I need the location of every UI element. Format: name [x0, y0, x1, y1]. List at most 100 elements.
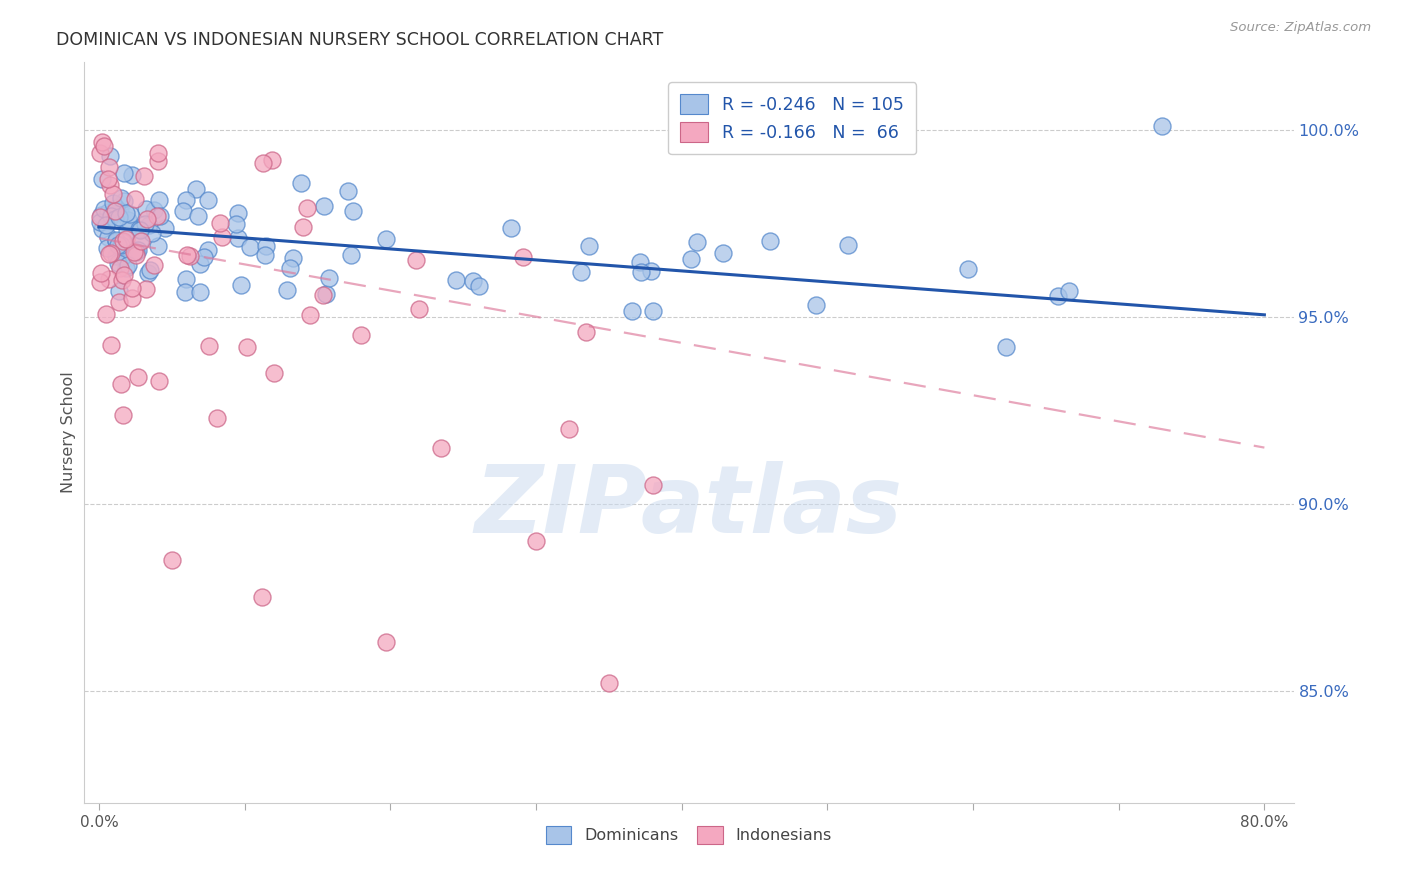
Point	[254, 248, 277, 262]
Point	[91, 136, 114, 150]
Point	[339, 248, 361, 262]
Point	[105, 249, 128, 263]
Point	[148, 239, 170, 253]
Point	[98, 247, 121, 261]
Point	[93, 202, 115, 217]
Point	[138, 218, 160, 232]
Point	[239, 240, 262, 254]
Point	[621, 303, 644, 318]
Point	[107, 255, 129, 269]
Point	[640, 264, 662, 278]
Point	[759, 235, 782, 249]
Point	[127, 243, 149, 257]
Text: ZIPatlas: ZIPatlas	[475, 460, 903, 553]
Point	[1057, 285, 1080, 299]
Text: Source: ZipAtlas.com: Source: ZipAtlas.com	[1230, 21, 1371, 34]
Point	[641, 478, 664, 492]
Point	[254, 238, 277, 252]
Point	[499, 220, 522, 235]
Point	[461, 274, 484, 288]
Point	[112, 408, 135, 422]
Point	[468, 278, 491, 293]
Point	[121, 168, 143, 182]
Point	[197, 243, 219, 257]
Point	[121, 291, 143, 305]
Point	[641, 303, 664, 318]
Point	[235, 340, 257, 354]
Point	[104, 234, 127, 248]
Point	[444, 273, 467, 287]
Point	[374, 232, 396, 246]
Point	[174, 285, 197, 299]
Point	[112, 244, 135, 258]
Point	[98, 149, 121, 163]
Point	[97, 172, 120, 186]
Y-axis label: Nursery School: Nursery School	[60, 372, 76, 493]
Point	[143, 202, 166, 217]
Point	[225, 217, 247, 231]
Point	[128, 222, 150, 236]
Point	[129, 222, 152, 236]
Point	[681, 252, 703, 267]
Point	[1047, 288, 1070, 302]
Point	[292, 220, 315, 235]
Point	[342, 204, 364, 219]
Point	[569, 264, 592, 278]
Point	[686, 235, 709, 249]
Point	[96, 241, 118, 255]
Point	[524, 534, 547, 549]
Point	[108, 295, 131, 310]
Point	[172, 204, 194, 219]
Point	[96, 218, 118, 232]
Point	[188, 257, 211, 271]
Point	[146, 154, 169, 169]
Point	[138, 263, 160, 277]
Point	[111, 234, 134, 248]
Point	[262, 153, 284, 167]
Point	[100, 245, 122, 260]
Point	[337, 184, 360, 198]
Point	[318, 271, 340, 285]
Point	[111, 235, 134, 250]
Point	[136, 211, 159, 226]
Point	[112, 268, 135, 282]
Point	[806, 298, 828, 312]
Point	[375, 635, 398, 649]
Point	[124, 245, 146, 260]
Point	[298, 308, 321, 322]
Point	[250, 590, 273, 604]
Point	[100, 210, 122, 224]
Point	[97, 205, 120, 219]
Point	[141, 227, 163, 241]
Point	[598, 676, 620, 690]
Point	[111, 249, 134, 263]
Point	[96, 307, 118, 321]
Point	[89, 276, 111, 290]
Point	[132, 169, 155, 184]
Point	[205, 411, 228, 425]
Point	[135, 202, 157, 216]
Point	[112, 166, 135, 180]
Point	[110, 191, 132, 205]
Point	[209, 216, 232, 230]
Point	[89, 215, 111, 229]
Point	[117, 212, 139, 227]
Point	[252, 156, 274, 170]
Point	[117, 258, 139, 272]
Point	[263, 366, 285, 380]
Point	[153, 220, 176, 235]
Point	[290, 176, 312, 190]
Point	[135, 282, 157, 296]
Point	[193, 250, 215, 264]
Point	[314, 199, 336, 213]
Point	[90, 222, 112, 236]
Point	[107, 238, 129, 252]
Point	[278, 260, 301, 275]
Point	[110, 260, 132, 275]
Point	[115, 261, 138, 276]
Point	[315, 286, 337, 301]
Point	[104, 233, 127, 247]
Point	[312, 288, 335, 302]
Point	[104, 204, 127, 219]
Point	[100, 338, 122, 352]
